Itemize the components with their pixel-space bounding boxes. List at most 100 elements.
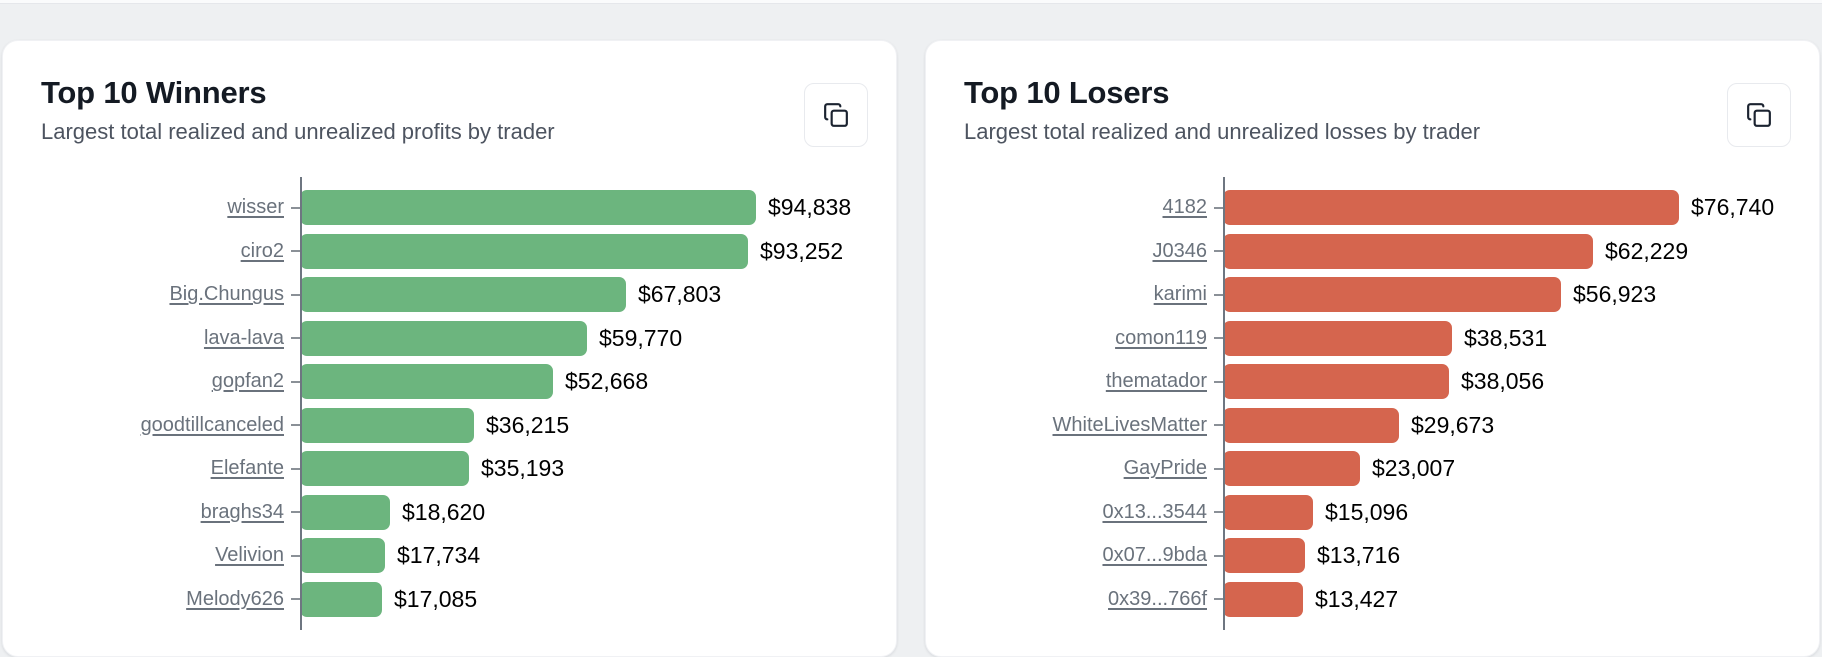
- copy-chart-button[interactable]: [1727, 83, 1791, 147]
- bar-row: Melody626 $17,085: [41, 578, 868, 622]
- bar-value-label: $15,096: [1325, 498, 1409, 525]
- trader-link[interactable]: 0x07...9bda: [1102, 544, 1207, 567]
- bar-row: comon119 $38,531: [964, 317, 1791, 361]
- bar[interactable]: [1223, 190, 1679, 226]
- trader-link[interactable]: 0x13...3544: [1102, 500, 1207, 523]
- losers-bar-chart: 4182 $76,740 J0346 $62,229 karimi $56,92…: [964, 177, 1791, 630]
- trader-link[interactable]: GayPride: [1123, 457, 1207, 480]
- axis-tick: [291, 380, 300, 383]
- bar[interactable]: [300, 277, 626, 313]
- bar[interactable]: [300, 581, 382, 617]
- bar[interactable]: [1223, 494, 1313, 530]
- bar-value-label: $38,531: [1464, 324, 1548, 351]
- trader-link[interactable]: Melody626: [186, 587, 284, 610]
- trader-link[interactable]: 0x39...766f: [1108, 587, 1207, 610]
- bar-cell: $13,427: [1223, 581, 1791, 617]
- category-label-cell: thematador: [964, 370, 1223, 393]
- trader-link[interactable]: wisser: [227, 196, 284, 219]
- axis-tick: [291, 337, 300, 340]
- bar-row: WhiteLivesMatter $29,673: [964, 404, 1791, 448]
- card-heading: Top 10 Winners Largest total realized an…: [41, 69, 555, 145]
- bar[interactable]: [300, 407, 474, 443]
- trader-link[interactable]: braghs34: [200, 500, 284, 523]
- bar-row: 0x07...9bda $13,716: [964, 534, 1791, 578]
- axis-tick: [291, 467, 300, 470]
- category-label-cell: wisser: [41, 196, 300, 219]
- category-label-cell: Melody626: [41, 588, 300, 611]
- bar[interactable]: [1223, 320, 1452, 356]
- card-title: Top 10 Losers: [964, 75, 1170, 110]
- axis-tick: [1214, 424, 1223, 427]
- trader-link[interactable]: Velivion: [215, 544, 284, 567]
- bar[interactable]: [300, 538, 385, 574]
- bar[interactable]: [1223, 451, 1360, 487]
- bar[interactable]: [300, 494, 390, 530]
- bar[interactable]: [1223, 277, 1561, 313]
- bar-cell: $56,923: [1223, 277, 1791, 313]
- bar[interactable]: [300, 233, 748, 269]
- trader-link[interactable]: goodtillcanceled: [140, 413, 284, 436]
- trader-link[interactable]: karimi: [1153, 283, 1207, 306]
- axis-tick: [291, 250, 300, 253]
- trader-link[interactable]: 4182: [1162, 196, 1208, 219]
- card-heading: Top 10 Losers Largest total realized and…: [964, 69, 1480, 145]
- bar-value-label: $36,215: [486, 411, 570, 438]
- trader-link[interactable]: gopfan2: [211, 370, 284, 393]
- axis-tick: [291, 511, 300, 514]
- trader-link[interactable]: comon119: [1115, 326, 1207, 349]
- bar-cell: $38,531: [1223, 320, 1791, 356]
- bar[interactable]: [1223, 364, 1449, 400]
- bar-row: goodtillcanceled $36,215: [41, 404, 868, 448]
- category-label-cell: Big.Chungus: [41, 283, 300, 306]
- bar-cell: $15,096: [1223, 494, 1791, 530]
- trader-link[interactable]: thematador: [1105, 370, 1207, 393]
- category-label-cell: ciro2: [41, 240, 300, 263]
- axis-tick: [1214, 598, 1223, 601]
- card-header: Top 10 Winners Largest total realized an…: [41, 69, 868, 147]
- category-label-cell: 0x39...766f: [964, 588, 1223, 611]
- bar[interactable]: [1223, 581, 1303, 617]
- trader-link[interactable]: WhiteLivesMatter: [1052, 413, 1208, 436]
- bar[interactable]: [1223, 407, 1399, 443]
- chart-rows: 4182 $76,740 J0346 $62,229 karimi $56,92…: [964, 177, 1791, 630]
- bar[interactable]: [300, 451, 469, 487]
- bar-cell: $29,673: [1223, 407, 1791, 443]
- bar-value-label: $94,838: [768, 194, 852, 221]
- bar-cell: $17,734: [300, 538, 868, 574]
- bar-value-label: $76,740: [1691, 194, 1775, 221]
- bar-row: ciro2 $93,252: [41, 230, 868, 274]
- category-label-cell: Velivion: [41, 544, 300, 567]
- category-label-cell: Elefante: [41, 457, 300, 480]
- bar-value-label: $18,620: [402, 498, 486, 525]
- card-subtitle: Largest total realized and unrealized pr…: [41, 119, 555, 144]
- bar-value-label: $23,007: [1372, 455, 1456, 482]
- category-label-cell: J0346: [964, 240, 1223, 263]
- bar-value-label: $93,252: [760, 237, 844, 264]
- category-label-cell: WhiteLivesMatter: [964, 414, 1223, 437]
- bar-value-label: $59,770: [599, 324, 683, 351]
- bar-row: Elefante $35,193: [41, 447, 868, 491]
- axis-tick: [1214, 554, 1223, 557]
- bar[interactable]: [300, 364, 553, 400]
- bar-value-label: $52,668: [565, 368, 649, 395]
- axis-tick: [291, 293, 300, 296]
- axis-tick: [291, 598, 300, 601]
- trader-link[interactable]: Big.Chungus: [169, 283, 284, 306]
- copy-chart-button[interactable]: [804, 83, 868, 147]
- bar-row: wisser $94,838: [41, 186, 868, 230]
- trader-link[interactable]: ciro2: [240, 239, 284, 262]
- trader-link[interactable]: J0346: [1152, 239, 1208, 262]
- bar-row: lava-lava $59,770: [41, 317, 868, 361]
- bar-cell: $67,803: [300, 277, 868, 313]
- bar-value-label: $29,673: [1411, 411, 1495, 438]
- category-label-cell: 0x13...3544: [964, 501, 1223, 524]
- bar-row: Big.Chungus $67,803: [41, 273, 868, 317]
- bar-value-label: $35,193: [481, 455, 565, 482]
- bar[interactable]: [1223, 233, 1593, 269]
- trader-link[interactable]: lava-lava: [203, 326, 284, 349]
- top-losers-card: Top 10 Losers Largest total realized and…: [925, 40, 1820, 657]
- trader-link[interactable]: Elefante: [210, 457, 284, 480]
- bar[interactable]: [300, 320, 587, 356]
- bar[interactable]: [300, 190, 756, 226]
- bar[interactable]: [1223, 538, 1305, 574]
